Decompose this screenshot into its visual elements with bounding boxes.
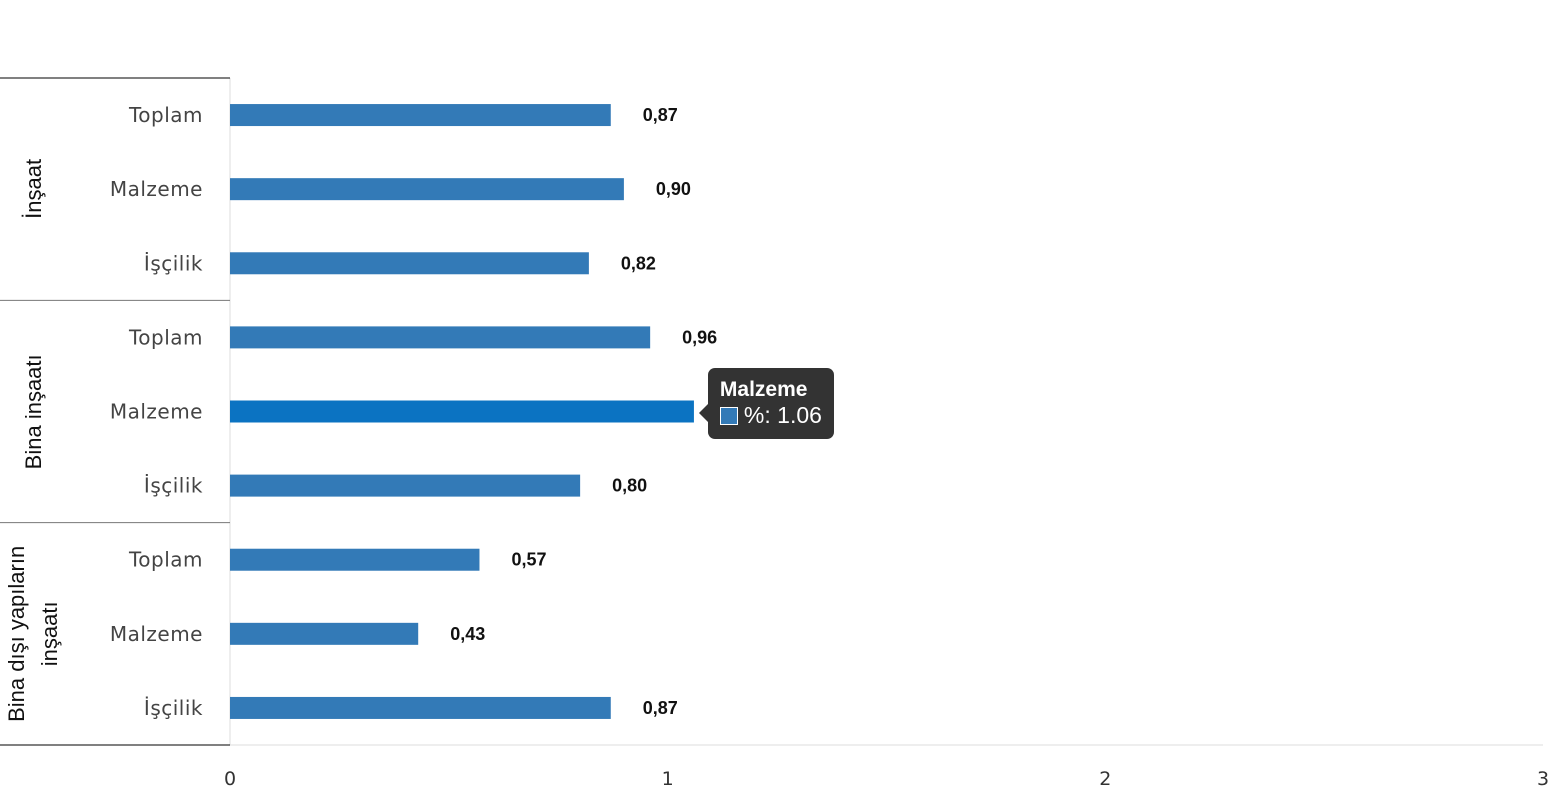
bar (230, 696, 611, 719)
bar (230, 622, 419, 645)
category-label: İşçilik (144, 474, 203, 498)
category-label: Malzeme (110, 400, 203, 424)
tooltip: Malzeme%: 1.06 (698, 367, 834, 439)
category-label: İşçilik (144, 696, 203, 720)
bar (230, 104, 611, 127)
group-label: Bina dışı yapıların inşaatı (4, 545, 62, 722)
group-label: Bina inşaatı (20, 354, 46, 469)
bar (230, 548, 480, 571)
value-label: 0,90 (656, 179, 691, 199)
value-label: 0,87 (643, 105, 678, 125)
category-label: Toplam (128, 103, 203, 127)
category-label: Toplam (128, 548, 203, 572)
value-label: 0,87 (643, 698, 678, 718)
x-tick-label: 3 (1537, 768, 1549, 790)
value-label: 0,43 (450, 624, 485, 644)
value-label: 0,82 (621, 253, 656, 273)
bar (230, 252, 589, 275)
x-tick-label: 0 (224, 768, 236, 790)
group-label: İnşaat (20, 159, 46, 220)
bar (230, 178, 624, 201)
category-label: Malzeme (110, 177, 203, 201)
value-label: 0,57 (511, 550, 546, 570)
bar (230, 326, 651, 349)
tooltip-title: Malzeme (719, 377, 808, 401)
x-tick-label: 1 (662, 768, 674, 790)
category-label: Toplam (128, 325, 203, 349)
value-label: 0,80 (612, 476, 647, 496)
x-tick-label: 2 (1099, 768, 1111, 790)
value-label: 0,96 (682, 327, 717, 347)
tooltip-swatch (719, 406, 738, 425)
bar (230, 400, 694, 423)
tooltip-text: %: 1.06 (743, 401, 822, 428)
category-label: İşçilik (144, 251, 203, 275)
bar (230, 474, 581, 497)
category-label: Malzeme (110, 622, 203, 646)
